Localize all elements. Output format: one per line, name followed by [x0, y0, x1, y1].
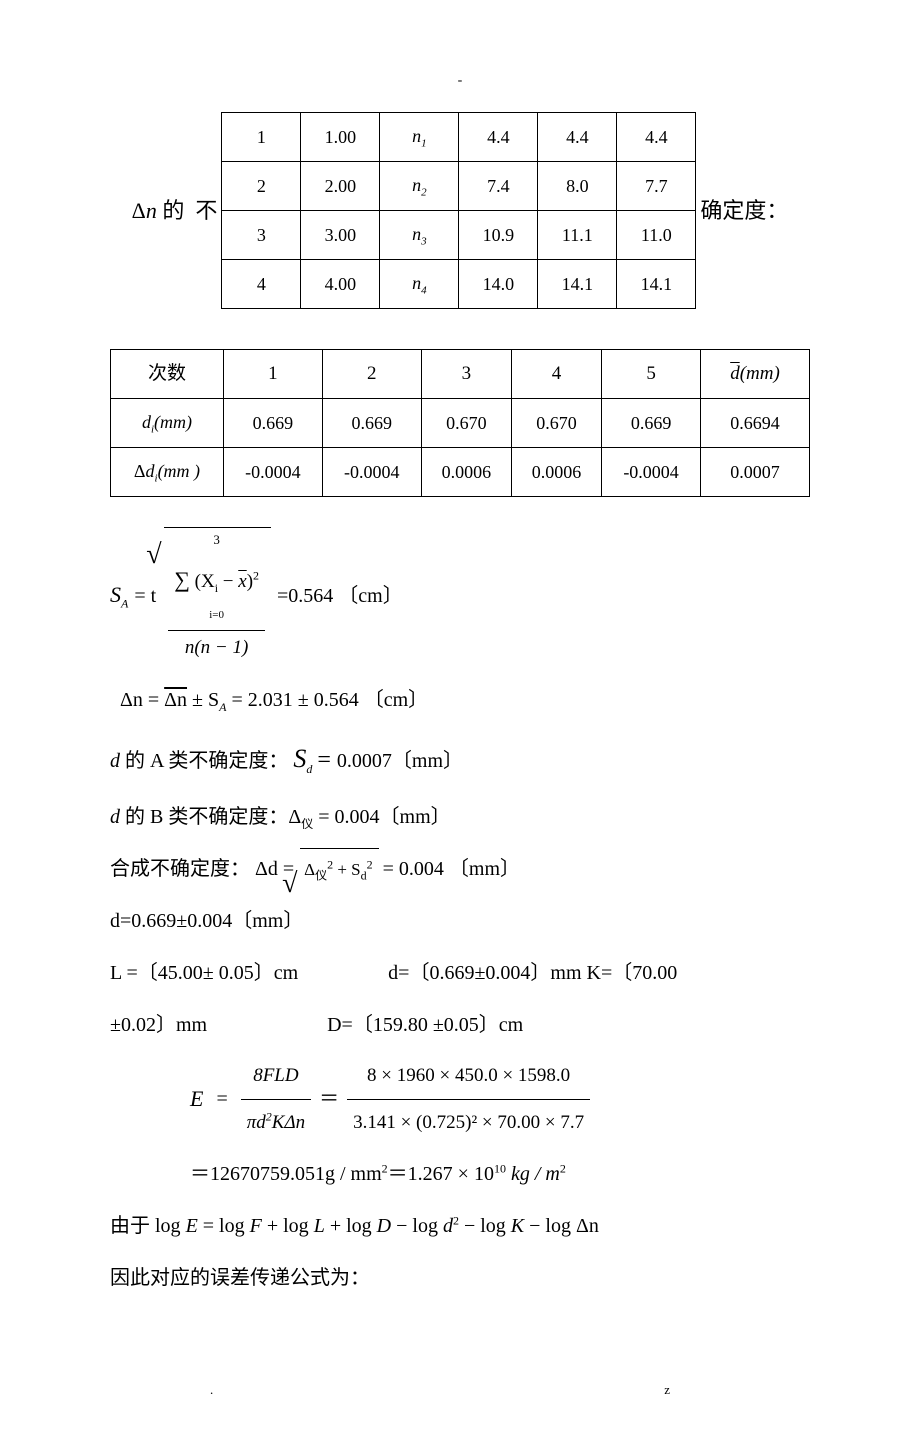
- row-label: Δdi(mm ): [111, 448, 224, 497]
- e-result: ＝12670759.051g / mm2＝1.267 × 1010 kg / m…: [110, 1152, 810, 1196]
- cell: -0.0004: [322, 448, 421, 497]
- cell: 0.670: [511, 399, 601, 448]
- table-row: 次数 1 2 3 4 5 d(mm): [111, 350, 810, 399]
- table-row: Δdi(mm ) -0.0004 -0.0004 0.0006 0.0006 -…: [111, 448, 810, 497]
- header-cell: 5: [602, 350, 701, 399]
- top-label-left: Δn 的 不: [132, 193, 222, 228]
- header-cell: 4: [511, 350, 601, 399]
- table-row: 3 3.00 n3 10.9 11.1 11.0: [222, 211, 696, 260]
- cell: 7.7: [617, 162, 696, 211]
- cell: 0.0006: [421, 448, 511, 497]
- cell: 14.1: [538, 260, 617, 309]
- table-2-wrap: 次数 1 2 3 4 5 d(mm) di(mm) 0.669 0.669 0.…: [110, 349, 810, 497]
- table-row: 4 4.00 n4 14.0 14.1 14.1: [222, 260, 696, 309]
- cell: 0.0006: [511, 448, 601, 497]
- cell: 4.4: [459, 113, 538, 162]
- footer: . z: [110, 1380, 810, 1401]
- cell: 4: [222, 260, 301, 309]
- d-value-line: d=0.669±0.004〔mm〕: [110, 899, 810, 943]
- cell: 0.670: [421, 399, 511, 448]
- cell: 0.0007: [701, 448, 810, 497]
- dn-line: Δn = Δn ± SA = 2.031 ± 0.564 〔cm〕: [110, 678, 810, 722]
- cell: 1.00: [301, 113, 380, 162]
- row-label: di(mm): [111, 399, 224, 448]
- cell: 10.9: [459, 211, 538, 260]
- cell: 0.6694: [701, 399, 810, 448]
- cell: 0.669: [322, 399, 421, 448]
- cell: 0.669: [224, 399, 323, 448]
- sqrt-icon: 3 ∑ (Xi − x)2 i=0 n(n − 1): [164, 527, 271, 663]
- cell: 3.00: [301, 211, 380, 260]
- d-b-line: d 的 B 类不确定度：Δ仪 = 0.004〔mm〕: [110, 795, 810, 839]
- cell: -0.0004: [602, 448, 701, 497]
- header-cell: 1: [224, 350, 323, 399]
- cell: n3: [380, 211, 459, 260]
- table-row: 2 2.00 n2 7.4 8.0 7.7: [222, 162, 696, 211]
- cell: 4.00: [301, 260, 380, 309]
- header-cell: 2: [322, 350, 421, 399]
- cell: 4.4: [617, 113, 696, 162]
- footer-left: .: [210, 1380, 213, 1401]
- cell: 8.0: [538, 162, 617, 211]
- cell: 3: [222, 211, 301, 260]
- top-row: Δn 的 不 1 1.00 n1 4.4 4.4 4.4 2 2.00 n2 7…: [0, 112, 920, 309]
- footer-right: z: [664, 1380, 670, 1401]
- cell: 11.0: [617, 211, 696, 260]
- header-dash: -: [0, 70, 920, 92]
- cell: n2: [380, 162, 459, 211]
- sa-equation: SA = t 3 ∑ (Xi − x)2 i=0 n(n − 1) =0.5: [110, 527, 810, 663]
- content: SA = t 3 ∑ (Xi − x)2 i=0 n(n − 1) =0.5: [110, 527, 810, 1299]
- cell: 1: [222, 113, 301, 162]
- cell: -0.0004: [224, 448, 323, 497]
- header-cell: 次数: [111, 350, 224, 399]
- combined-line: 合成不确定度： Δd = Δ仪2 + Sd2 = 0.004 〔mm〕: [110, 847, 810, 891]
- final-line: 因此对应的误差传递公式为：: [110, 1256, 810, 1300]
- table-row: di(mm) 0.669 0.669 0.670 0.670 0.669 0.6…: [111, 399, 810, 448]
- header-cell: 3: [421, 350, 511, 399]
- cell: 14.0: [459, 260, 538, 309]
- cell: n4: [380, 260, 459, 309]
- table-2: 次数 1 2 3 4 5 d(mm) di(mm) 0.669 0.669 0.…: [110, 349, 810, 497]
- cell: 0.669: [602, 399, 701, 448]
- cell: 7.4: [459, 162, 538, 211]
- top-label-right: 确定度：: [696, 193, 788, 228]
- ldk-line-1: L =〔45.00± 0.05〕cm d=〔0.669±0.004〕mm K=〔…: [110, 951, 810, 995]
- log-line: 由于 log E = log F + log L + log D − log d…: [110, 1204, 810, 1248]
- sqrt-icon: Δ仪2 + Sd2: [300, 847, 379, 891]
- header-cell: d(mm): [701, 350, 810, 399]
- cell: 4.4: [538, 113, 617, 162]
- cell: n1: [380, 113, 459, 162]
- cell: 14.1: [617, 260, 696, 309]
- d-a-line: d 的 A 类不确定度： Sd = 0.0007〔mm〕: [110, 730, 810, 787]
- table-row: 1 1.00 n1 4.4 4.4 4.4: [222, 113, 696, 162]
- page: - Δn 的 不 1 1.00 n1 4.4 4.4 4.4 2 2.00 n2: [0, 0, 920, 1440]
- cell: 2: [222, 162, 301, 211]
- cell: 2.00: [301, 162, 380, 211]
- cell: 11.1: [538, 211, 617, 260]
- ldk-line-2: ±0.02〕mm D=〔159.80 ±0.05〕cm: [110, 1003, 810, 1047]
- table-1: 1 1.00 n1 4.4 4.4 4.4 2 2.00 n2 7.4 8.0 …: [221, 112, 696, 309]
- sa-result: =0.564 〔cm〕: [277, 580, 403, 612]
- e-equation: E = 8FLD πd2KΔn ＝ 8 × 1960 × 450.0 × 159…: [110, 1055, 810, 1144]
